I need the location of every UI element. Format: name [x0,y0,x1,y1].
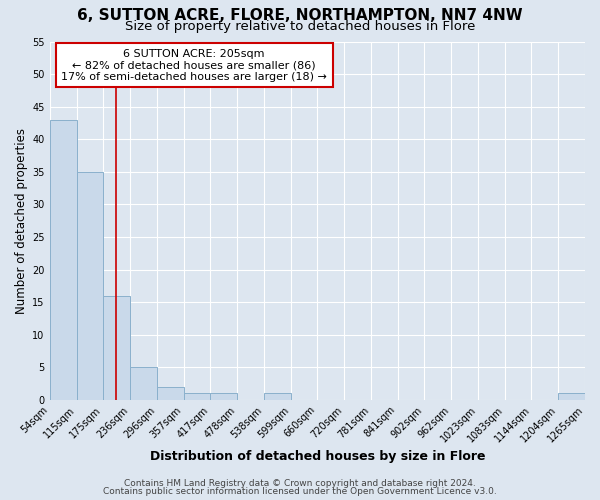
Bar [77,172,103,400]
Bar [210,394,237,400]
Bar [103,296,130,400]
X-axis label: Distribution of detached houses by size in Flore: Distribution of detached houses by size … [149,450,485,462]
Bar [130,368,157,400]
Bar [50,120,77,400]
Text: Contains HM Land Registry data © Crown copyright and database right 2024.: Contains HM Land Registry data © Crown c… [124,478,476,488]
Text: Size of property relative to detached houses in Flore: Size of property relative to detached ho… [125,20,475,33]
Bar [263,394,290,400]
Text: Contains public sector information licensed under the Open Government Licence v3: Contains public sector information licen… [103,487,497,496]
Bar [184,394,211,400]
Text: 6 SUTTON ACRE: 205sqm
← 82% of detached houses are smaller (86)
17% of semi-deta: 6 SUTTON ACRE: 205sqm ← 82% of detached … [61,48,327,82]
Text: 6, SUTTON ACRE, FLORE, NORTHAMPTON, NN7 4NW: 6, SUTTON ACRE, FLORE, NORTHAMPTON, NN7 … [77,8,523,22]
Bar [157,387,184,400]
Bar [558,394,585,400]
Y-axis label: Number of detached properties: Number of detached properties [15,128,28,314]
